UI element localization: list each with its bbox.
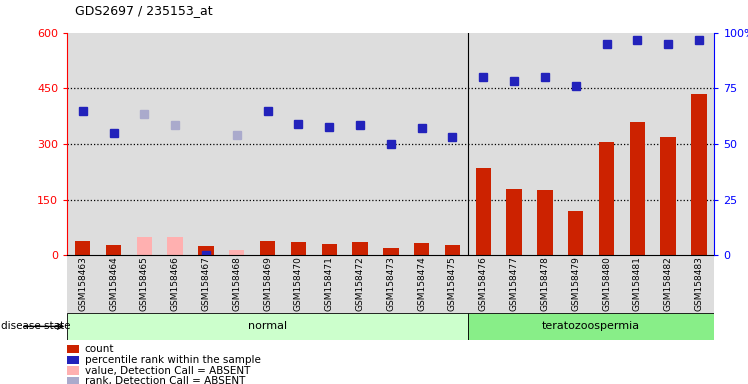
Text: normal: normal xyxy=(248,321,287,331)
Bar xyxy=(105,245,121,255)
Bar xyxy=(198,246,214,255)
Bar xyxy=(468,313,714,340)
Bar xyxy=(622,33,653,255)
Text: GSM158469: GSM158469 xyxy=(263,257,272,311)
Bar xyxy=(252,33,283,255)
Bar xyxy=(537,190,553,255)
Bar xyxy=(98,255,129,313)
Bar xyxy=(67,255,98,313)
Bar xyxy=(260,241,275,255)
Bar xyxy=(314,33,345,255)
Bar xyxy=(660,137,676,255)
Bar xyxy=(191,33,221,255)
Bar xyxy=(506,189,522,255)
Text: GSM158476: GSM158476 xyxy=(479,257,488,311)
Bar xyxy=(406,255,437,313)
Text: GSM158467: GSM158467 xyxy=(201,257,210,311)
Bar xyxy=(437,33,468,255)
Text: teratozoospermia: teratozoospermia xyxy=(542,321,640,331)
Bar xyxy=(468,33,499,255)
Text: count: count xyxy=(85,344,114,354)
Text: GSM158478: GSM158478 xyxy=(540,257,549,311)
Bar xyxy=(160,33,191,255)
Text: GSM158465: GSM158465 xyxy=(140,257,149,311)
Text: GSM158472: GSM158472 xyxy=(355,257,364,311)
Bar xyxy=(499,255,530,313)
Bar xyxy=(530,33,560,255)
Bar xyxy=(476,168,491,255)
Bar xyxy=(191,255,221,313)
Bar xyxy=(599,142,614,255)
Bar xyxy=(560,255,591,313)
Text: GDS2697 / 235153_at: GDS2697 / 235153_at xyxy=(75,4,212,17)
Text: percentile rank within the sample: percentile rank within the sample xyxy=(85,355,260,365)
Text: GSM158480: GSM158480 xyxy=(602,257,611,311)
Bar xyxy=(160,255,191,313)
Text: GSM158477: GSM158477 xyxy=(509,257,518,311)
Bar xyxy=(67,33,98,255)
Bar xyxy=(684,33,714,255)
Bar xyxy=(468,255,499,313)
Bar xyxy=(98,33,129,255)
Bar xyxy=(383,248,399,255)
Bar xyxy=(168,237,183,255)
Bar xyxy=(653,33,684,255)
Bar xyxy=(345,255,375,313)
Bar xyxy=(221,255,252,313)
Text: GSM158468: GSM158468 xyxy=(233,257,242,311)
Bar xyxy=(691,94,707,255)
Text: GSM158483: GSM158483 xyxy=(694,257,703,311)
Text: disease state: disease state xyxy=(1,321,70,331)
Bar xyxy=(622,255,653,313)
Bar xyxy=(67,313,468,340)
Text: rank, Detection Call = ABSENT: rank, Detection Call = ABSENT xyxy=(85,376,245,384)
Bar xyxy=(352,242,368,255)
Bar xyxy=(137,237,152,255)
Bar xyxy=(252,255,283,313)
Bar xyxy=(75,240,91,255)
Bar xyxy=(283,33,314,255)
Bar xyxy=(445,245,460,255)
Text: GSM158471: GSM158471 xyxy=(325,257,334,311)
Bar xyxy=(406,33,437,255)
Bar xyxy=(291,242,306,255)
Bar xyxy=(375,33,406,255)
Bar xyxy=(345,33,375,255)
Bar xyxy=(129,33,160,255)
Bar xyxy=(322,244,337,255)
Text: GSM158463: GSM158463 xyxy=(79,257,88,311)
Text: GSM158475: GSM158475 xyxy=(448,257,457,311)
Bar xyxy=(653,255,684,313)
Bar xyxy=(591,33,622,255)
Text: GSM158473: GSM158473 xyxy=(386,257,396,311)
Bar xyxy=(283,255,314,313)
Bar xyxy=(437,255,468,313)
Bar xyxy=(229,250,245,255)
Bar xyxy=(591,255,622,313)
Bar xyxy=(375,255,406,313)
Bar xyxy=(499,33,530,255)
Text: GSM158466: GSM158466 xyxy=(171,257,180,311)
Text: value, Detection Call = ABSENT: value, Detection Call = ABSENT xyxy=(85,366,250,376)
Text: GSM158464: GSM158464 xyxy=(109,257,118,311)
Bar xyxy=(221,33,252,255)
Bar xyxy=(129,255,160,313)
Text: GSM158482: GSM158482 xyxy=(663,257,672,311)
Bar xyxy=(314,255,345,313)
Bar xyxy=(568,211,583,255)
Text: GSM158474: GSM158474 xyxy=(417,257,426,311)
Bar xyxy=(684,255,714,313)
Text: GSM158470: GSM158470 xyxy=(294,257,303,311)
Bar xyxy=(414,243,429,255)
Bar xyxy=(630,122,645,255)
Bar xyxy=(530,255,560,313)
Bar xyxy=(560,33,591,255)
Text: GSM158479: GSM158479 xyxy=(571,257,580,311)
Text: GSM158481: GSM158481 xyxy=(633,257,642,311)
